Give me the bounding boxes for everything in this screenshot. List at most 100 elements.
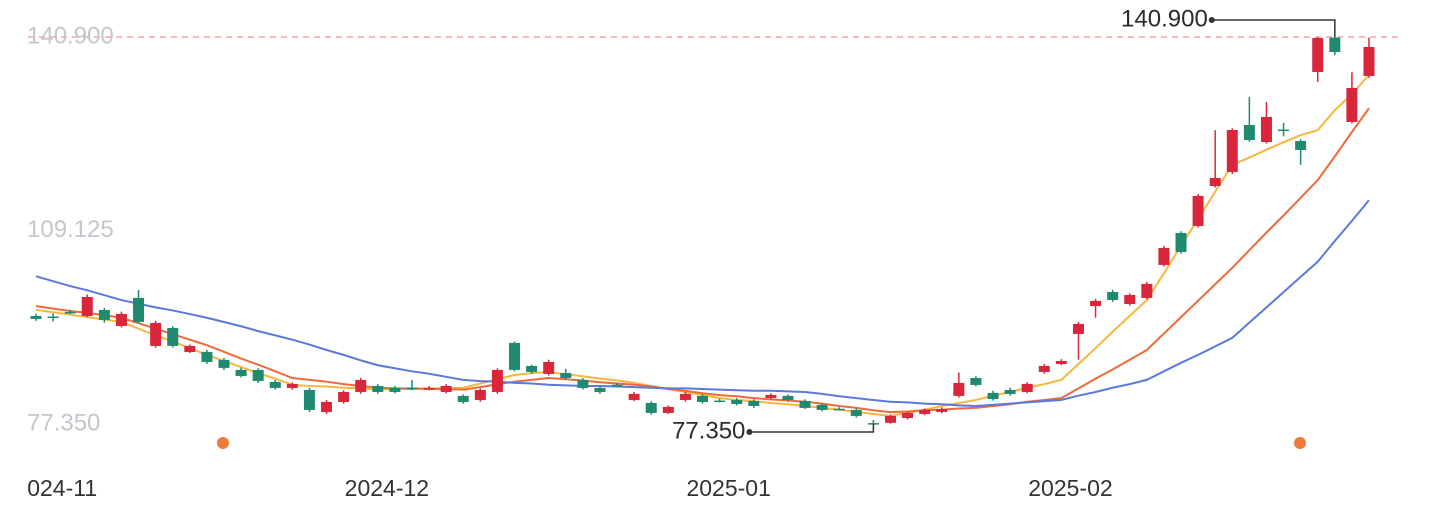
candle-body (816, 404, 828, 410)
candle-body (526, 365, 538, 372)
candle-body (338, 391, 350, 402)
candle-body (731, 399, 743, 404)
candle-body (850, 409, 862, 416)
candle-body (560, 372, 572, 378)
candle-body (98, 309, 110, 320)
y-tick-label: 140.900 (27, 22, 114, 49)
candle-body (799, 400, 811, 408)
candle-body (474, 389, 486, 400)
candle-body (201, 351, 213, 362)
candle-body (457, 395, 469, 402)
x-tick-label: 2024-12 (345, 475, 429, 501)
min-annotation-dot (746, 429, 753, 435)
ma-line (35, 199, 1370, 408)
event-marker (1294, 437, 1306, 449)
candle-body (1278, 129, 1290, 132)
candle-body (321, 401, 333, 412)
candle-body (1363, 46, 1375, 76)
candle-body (1141, 283, 1153, 298)
y-tick-label: 77.350 (27, 409, 100, 436)
candle-body (1295, 140, 1307, 150)
candle-body (1192, 195, 1204, 226)
candle-body (235, 369, 247, 376)
min-annotation-line (749, 424, 875, 433)
candle-body (286, 383, 298, 388)
candle-body (919, 409, 931, 414)
candle-body (594, 387, 606, 392)
candle-body (1329, 37, 1341, 52)
candle-body (1226, 129, 1238, 172)
max-annotation-dot (1208, 17, 1215, 23)
candle-body (953, 382, 965, 396)
candle-body (867, 423, 879, 425)
candle-body (269, 381, 281, 388)
candle-body (150, 322, 162, 346)
candle-body (543, 361, 555, 374)
candle-body (611, 384, 623, 387)
max-annotation: 140.900 (1121, 5, 1208, 32)
candle-body (662, 406, 674, 413)
candle-body (406, 387, 418, 390)
ma-line (35, 107, 1370, 414)
candle-body (936, 408, 948, 412)
candle-body (355, 379, 367, 392)
candle-body (218, 359, 230, 368)
candle-layer (30, 37, 1375, 425)
candle-body (1312, 37, 1324, 72)
y-tick-label: 109.125 (27, 216, 114, 243)
candle-body (509, 342, 521, 370)
candle-body (64, 311, 76, 314)
x-tick-label: 2025-01 (686, 475, 770, 501)
candle-body (782, 395, 794, 400)
candle-body (1055, 360, 1067, 364)
candle-body (1072, 323, 1084, 334)
candle-body (30, 315, 42, 319)
candle-body (389, 387, 401, 392)
candle-body (748, 400, 760, 406)
candle-body (1243, 124, 1255, 140)
candle-body (1175, 232, 1187, 252)
candle-body (987, 392, 999, 399)
candle-body (372, 385, 384, 392)
event-marker (217, 437, 229, 449)
candle-body (81, 296, 93, 316)
candle-body (765, 394, 777, 398)
min-annotation: 77.350 (672, 417, 745, 444)
x-tick-label: 2025-02 (1028, 475, 1112, 501)
ma-line (35, 74, 1370, 417)
candle-body (303, 389, 315, 410)
candle-body (1209, 177, 1221, 186)
candle-body (577, 379, 589, 388)
candle-body (902, 412, 914, 418)
candle-body (491, 369, 503, 392)
candle-body (970, 377, 982, 385)
candle-body (133, 297, 145, 322)
candle-body (423, 387, 435, 390)
label-layer: 77.350 109.125 140.900 024-11 2024-12 2025-01… (27, 5, 1336, 501)
candle-body (833, 408, 845, 411)
candle-body (645, 402, 657, 413)
candle-body (1004, 389, 1016, 394)
candle-body (1090, 300, 1102, 306)
candle-body (1158, 247, 1170, 265)
candle-body (1038, 365, 1050, 372)
candle-body (47, 316, 59, 319)
candle-body (1021, 383, 1033, 392)
x-tick-label: 024-11 (27, 475, 97, 501)
candle-body (440, 385, 452, 392)
line-layer (35, 74, 1370, 417)
candle-body (628, 393, 640, 400)
candle-body (884, 415, 896, 423)
candle-body (1124, 294, 1136, 304)
candle-body (167, 327, 179, 346)
candle-body (115, 313, 127, 326)
candle-body (697, 395, 708, 402)
candle-body (1346, 87, 1358, 122)
candle-body (714, 400, 726, 403)
candle-body (1260, 116, 1272, 142)
candle-body (679, 393, 691, 400)
candle-body (252, 369, 264, 381)
candle-body (184, 345, 196, 352)
